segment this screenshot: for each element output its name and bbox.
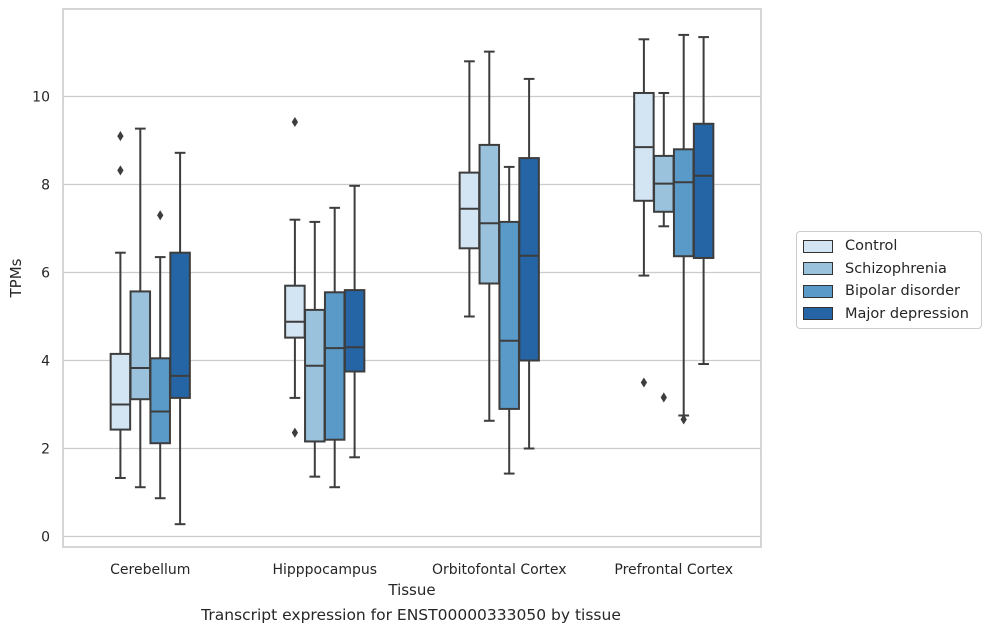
iqr-box [518,157,540,362]
box-control [284,116,306,438]
outlier-point [291,427,299,438]
outlier-point [117,131,124,142]
legend-item-schizophrenia: Schizophrenia [797,258,981,281]
box-bipolar-disorder [149,210,171,500]
box-schizophrenia [478,50,501,422]
box-bipolar-disorder [672,33,695,425]
outlier-point [640,377,648,388]
legend-item-control: Control [797,235,981,258]
x-axis-label: Tissue [387,581,435,599]
box-bipolar-disorder [498,165,520,475]
iqr-box [672,148,695,258]
y-tick-label: 6 [41,266,50,282]
iqr-box [343,289,366,373]
y-tick-label: 2 [41,442,50,458]
iqr-box [478,143,501,285]
outlier-point [680,414,687,425]
legend-swatch [803,262,833,276]
iqr-box [149,357,171,445]
x-tick-label: Cerebellum [110,562,190,578]
box-control [458,60,481,318]
box-control [633,38,655,388]
legend-item-major-depression: Major depression [797,303,981,326]
tick-layer: 0 2 4 6 8 10 Cerebellum Hipppocampus Orbitofonta… [32,90,733,579]
box-schizophrenia [304,220,326,478]
box-major-depression [692,36,715,366]
y-tick-label: 4 [41,354,50,370]
legend-label: Bipolar disorder [845,283,960,300]
legend-swatch [803,284,833,298]
y-tick-label: 10 [32,90,50,106]
iqr-box [284,284,306,339]
iqr-box [323,291,346,441]
chart-caption: Transcript expression for ENST0000033305… [201,606,621,624]
iqr-box [498,220,520,410]
outlier-point [157,210,164,221]
legend: Control Schizophrenia Bipolar disorder Majo… [796,231,982,329]
iqr-box [109,352,132,431]
y-tick-label: 0 [41,530,50,546]
box-layer [109,33,715,526]
iqr-box [458,171,481,250]
box-schizophrenia [129,127,152,489]
x-tick-label: Orbitofontal Cortex [432,562,567,578]
box-schizophrenia [653,91,675,403]
iqr-box [169,251,191,399]
box-major-depression [343,184,366,459]
legend-swatch [803,239,833,253]
outlier-point [117,165,124,176]
box-major-depression [518,77,540,450]
plot-area-frame [62,8,762,548]
legend-label: Schizophrenia [845,260,947,277]
legend-label: Control [845,238,898,255]
x-tick-label: Hipppocampus [272,562,377,578]
box-bipolar-disorder [323,206,346,489]
iqr-box [129,290,152,401]
box-major-depression [169,151,191,526]
outlier-point [660,392,667,403]
iqr-box [304,308,326,443]
x-tick-label: Prefrontal Cortex [614,562,733,578]
outlier-point [291,116,299,128]
iqr-box [692,122,715,259]
y-axis-label: TPMs [7,258,25,298]
legend-swatch [803,307,833,321]
box-control [109,131,132,479]
legend-label: Major depression [845,305,969,322]
legend-item-bipolar-disorder: Bipolar disorder [797,280,981,303]
y-tick-label: 8 [41,178,50,194]
